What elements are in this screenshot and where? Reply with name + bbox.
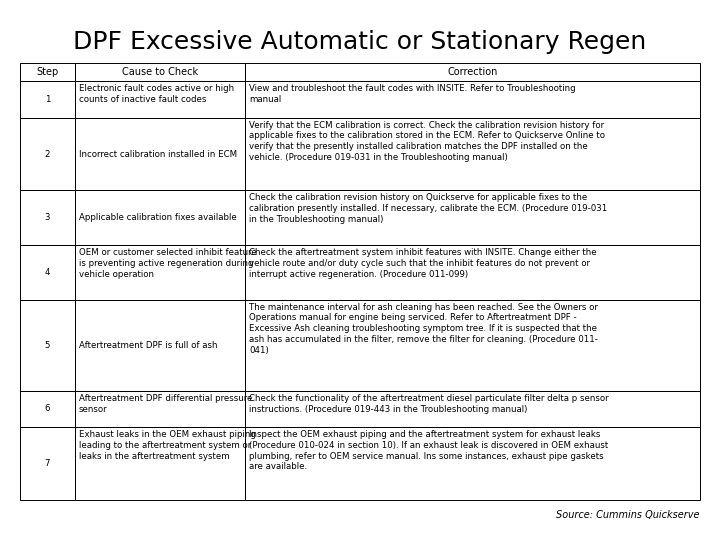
Bar — [245, 63, 700, 81]
Text: Aftertreatment DPF differential pressure
sensor: Aftertreatment DPF differential pressure… — [79, 394, 253, 414]
Bar — [245, 245, 700, 300]
Text: 4: 4 — [45, 268, 50, 277]
Bar — [245, 300, 700, 391]
Bar — [245, 391, 700, 427]
Bar — [20, 63, 75, 81]
Bar — [20, 191, 75, 245]
Bar — [20, 300, 75, 391]
Bar — [75, 245, 245, 300]
Text: Applicable calibration fixes available: Applicable calibration fixes available — [79, 213, 237, 222]
Bar — [75, 118, 245, 191]
Text: 5: 5 — [45, 341, 50, 350]
Bar — [75, 300, 245, 391]
Text: Electronic fault codes active or high
counts of inactive fault codes: Electronic fault codes active or high co… — [79, 84, 234, 104]
Bar — [245, 191, 700, 245]
Bar — [245, 118, 700, 191]
Bar — [20, 427, 75, 500]
Text: Check the functionality of the aftertreatment diesel particulate filter delta p : Check the functionality of the aftertrea… — [249, 394, 608, 414]
Text: Exhaust leaks in the OEM exhaust piping
leading to the aftertreatment system or
: Exhaust leaks in the OEM exhaust piping … — [79, 430, 256, 461]
Text: OEM or customer selected inhibit feature
is preventing active regeneration durin: OEM or customer selected inhibit feature… — [79, 248, 257, 279]
Text: 1: 1 — [45, 95, 50, 104]
Text: 2: 2 — [45, 150, 50, 159]
Text: The maintenance interval for ash cleaning has been reached. See the Owners or
Op: The maintenance interval for ash cleanin… — [249, 303, 598, 355]
Bar — [75, 63, 245, 81]
Text: DPF Excessive Automatic or Stationary Regen: DPF Excessive Automatic or Stationary Re… — [73, 30, 647, 54]
Text: Correction: Correction — [447, 67, 498, 77]
Text: Check the calibration revision history on Quickserve for applicable fixes to the: Check the calibration revision history o… — [249, 193, 607, 224]
Text: Verify that the ECM calibration is correct. Check the calibration revision histo: Verify that the ECM calibration is corre… — [249, 120, 605, 162]
Text: Aftertreatment DPF is full of ash: Aftertreatment DPF is full of ash — [79, 341, 217, 350]
Text: Cause to Check: Cause to Check — [122, 67, 198, 77]
Text: View and troubleshoot the fault codes with INSITE. Refer to Troubleshooting
manu: View and troubleshoot the fault codes wi… — [249, 84, 575, 104]
Text: 3: 3 — [45, 213, 50, 222]
Bar — [75, 427, 245, 500]
Text: Step: Step — [37, 67, 58, 77]
Text: Source: Cummins Quickserve: Source: Cummins Quickserve — [557, 510, 700, 520]
Text: 6: 6 — [45, 404, 50, 414]
Bar — [75, 81, 245, 118]
Text: Incorrect calibration installed in ECM: Incorrect calibration installed in ECM — [79, 150, 237, 159]
Bar — [75, 191, 245, 245]
Bar — [75, 391, 245, 427]
Text: Check the aftertreatment system inhibit features with INSITE. Change either the
: Check the aftertreatment system inhibit … — [249, 248, 597, 279]
Bar — [245, 81, 700, 118]
Bar — [20, 391, 75, 427]
Bar — [20, 245, 75, 300]
Text: Inspect the OEM exhaust piping and the aftertreatment system for exhaust leaks
(: Inspect the OEM exhaust piping and the a… — [249, 430, 608, 471]
Bar — [20, 81, 75, 118]
Bar — [245, 427, 700, 500]
Text: 7: 7 — [45, 459, 50, 468]
Bar — [20, 118, 75, 191]
